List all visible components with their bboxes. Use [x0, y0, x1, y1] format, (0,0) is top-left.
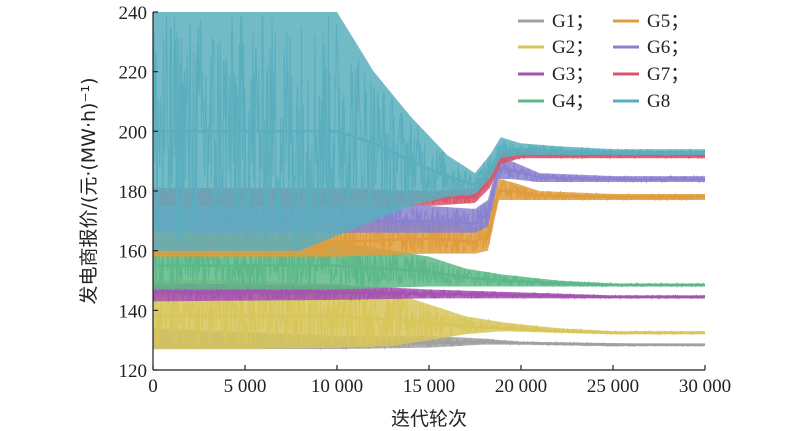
series-2-trend: [153, 315, 705, 334]
legend-item-2: G2；: [518, 37, 594, 58]
series-layer: [153, 12, 705, 351]
series-8-band: [153, 12, 705, 251]
legend-item-7: G7；: [613, 64, 689, 85]
legend-background: [505, 8, 700, 112]
legend-item-1: G1；: [518, 11, 594, 32]
legend-label: G6；: [647, 37, 689, 58]
y-tick-label: 200: [119, 122, 148, 143]
y-axis-title: 发电商报价/(元·(MW·h)⁻¹): [78, 78, 100, 305]
y-tick-label: 220: [119, 63, 148, 84]
x-tick-label: 25 000: [587, 376, 639, 397]
legend-label: G3；: [552, 64, 594, 85]
legend-label: G8: [647, 91, 670, 112]
legend-item-4: G4；: [518, 91, 594, 112]
legend: G1； G2； G3； G4； G5； G6； G7； G8: [505, 8, 700, 112]
legend-label: G5；: [647, 11, 689, 32]
series-8: [153, 12, 705, 251]
ticks-layer: 0 5 000 10 000 15 000 20 000 25 000 30 000 120 1…: [119, 3, 732, 397]
legend-label: G2；: [552, 37, 594, 58]
legend-label: G4；: [552, 91, 594, 112]
x-tick-label: 0: [148, 376, 158, 397]
y-tick-label: 140: [119, 301, 148, 322]
x-axis-title: 迭代轮次: [391, 408, 467, 430]
legend-item-3: G3；: [518, 64, 594, 85]
legend-label: G7；: [647, 64, 689, 85]
y-tick-label: 160: [119, 242, 148, 263]
legend-item-8: G8: [613, 91, 670, 112]
y-tick-label: 180: [119, 182, 148, 203]
x-tick-label: 15 000: [403, 376, 455, 397]
y-tick-label: 120: [119, 361, 148, 382]
x-tick-label: 20 000: [495, 376, 547, 397]
legend-label: G1；: [552, 11, 594, 32]
x-tick-label: 5 000: [224, 376, 267, 397]
y-tick-label: 240: [119, 3, 148, 24]
series-4-trend: [153, 264, 705, 287]
x-tick-label: 30 000: [679, 376, 731, 397]
series-3-trend: [153, 291, 705, 299]
series-8-trend: [153, 130, 705, 187]
legend-item-5: G5；: [613, 11, 689, 32]
legend-item-6: G6；: [613, 37, 689, 58]
x-tick-label: 10 000: [311, 376, 363, 397]
